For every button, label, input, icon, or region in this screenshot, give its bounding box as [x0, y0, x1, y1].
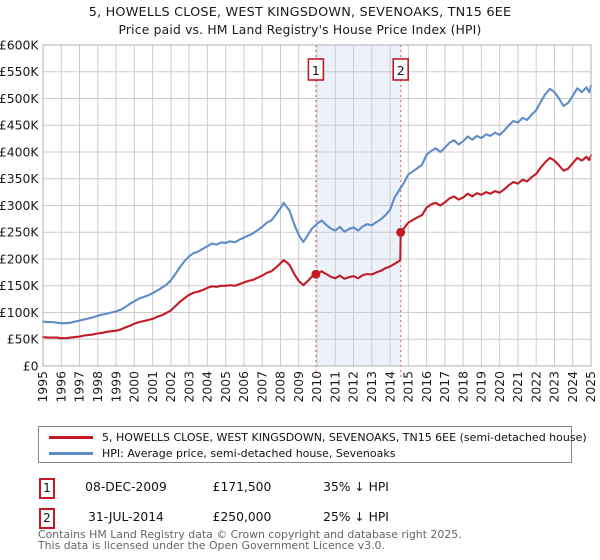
hpi-line	[41, 84, 593, 325]
x-tick-label: 2019	[474, 371, 489, 403]
x-tick-label: 1998	[90, 371, 105, 403]
y-tick-label: £50K	[7, 332, 40, 347]
y-tick-label: £0	[23, 358, 39, 373]
x-tick-label: 2010	[309, 371, 324, 403]
y-tick-label: £450K	[0, 118, 39, 133]
x-tick-label: 1995	[35, 371, 50, 403]
x-tick-label: 2015	[401, 371, 416, 403]
y-tick-label: £500K	[0, 91, 39, 106]
x-tick-label: 2020	[492, 371, 507, 403]
sale-1-number-badge: 1	[39, 478, 55, 499]
x-tick-label: 2025	[583, 371, 598, 403]
y-tick-label: £400K	[0, 144, 39, 159]
x-tick-label: 2021	[510, 371, 525, 403]
sale-1-marker	[311, 269, 321, 279]
x-tick-label: 2016	[419, 371, 434, 403]
y-tick-label: £550K	[0, 64, 39, 79]
legend-row-hpi: HPI: Average price, semi-detached house,…	[49, 445, 571, 461]
sale-2-number-badge: 2	[39, 508, 55, 529]
y-tick-label: £200K	[0, 251, 39, 266]
y-tick-label: £100K	[0, 305, 39, 320]
x-tick-label: 2012	[346, 371, 361, 403]
x-tick-label: 2003	[181, 371, 196, 403]
legend-box: 5, HOWELLS CLOSE, WEST KINGSDOWN, SEVENO…	[38, 426, 587, 463]
y-tick-label: £150K	[0, 278, 39, 293]
x-tick-label: 2002	[163, 371, 178, 403]
x-tick-label: 2014	[382, 371, 397, 403]
page-subtitle: Price paid vs. HM Land Registry's House …	[118, 23, 482, 37]
footer-line-2: This data is licensed under the Open Gov…	[38, 539, 385, 553]
x-tick-label: 2000	[127, 371, 142, 403]
x-tick-label: 2024	[565, 371, 580, 403]
y-tick-label: £300K	[0, 198, 39, 213]
sale-2-date: 31-JUL-2014	[88, 510, 164, 524]
price-paid-line-swatch	[49, 435, 93, 439]
legend-row-price-paid: 5, HOWELLS CLOSE, WEST KINGSDOWN, SEVENO…	[49, 429, 587, 445]
x-tick-label: 2009	[291, 371, 306, 403]
legend-label-hpi: HPI: Average price, semi-detached house,…	[102, 446, 396, 460]
sale-2-marker	[396, 227, 406, 237]
sale-2-price: £250,000	[212, 510, 272, 524]
footer-line-1: Contains HM Land Registry data © Crown c…	[38, 528, 462, 541]
sale-2-flag-label: 2	[397, 63, 405, 78]
page-title: 5, HOWELLS CLOSE, WEST KINGSDOWN, SEVENO…	[88, 5, 512, 20]
sale-2-hpi-delta: 25% ↓ HPI	[323, 510, 389, 524]
x-tick-label: 1996	[54, 371, 69, 403]
x-tick-label: 2006	[236, 371, 251, 403]
x-tick-label: 2001	[145, 371, 160, 403]
legend-label-price-paid: 5, HOWELLS CLOSE, WEST KINGSDOWN, SEVENO…	[102, 430, 587, 444]
sale-1-flag-box	[307, 58, 325, 81]
y-tick-label: £250K	[0, 225, 39, 240]
x-tick-label: 2008	[273, 371, 288, 403]
x-tick-label: 2005	[218, 371, 233, 403]
x-tick-label: 2018	[455, 371, 470, 403]
sale-1-flag-label: 1	[312, 63, 320, 78]
y-tick-label: £350K	[0, 171, 39, 186]
sale-1-date: 08-DEC-2009	[85, 480, 167, 494]
sale-1-price: £171,500	[212, 480, 272, 494]
y-tick-label: £600K	[0, 37, 39, 52]
x-tick-label: 1997	[72, 371, 87, 403]
x-tick-label: 2004	[200, 371, 215, 403]
x-tick-label: 2007	[254, 371, 269, 403]
hpi-line-swatch	[49, 451, 93, 455]
x-tick-label: 2022	[528, 371, 543, 403]
license-footer: Contains HM Land Registry data © Crown c…	[38, 529, 462, 552]
x-tick-label: 2023	[547, 371, 562, 403]
x-tick-label: 2011	[328, 371, 343, 403]
x-tick-label: 2017	[437, 371, 452, 403]
plot-frame	[42, 44, 592, 367]
sale-1-hpi-delta: 35% ↓ HPI	[323, 480, 389, 494]
sale-2-flag-box	[392, 58, 410, 81]
x-tick-label: 2013	[364, 371, 379, 403]
x-tick-label: 1999	[108, 371, 123, 403]
